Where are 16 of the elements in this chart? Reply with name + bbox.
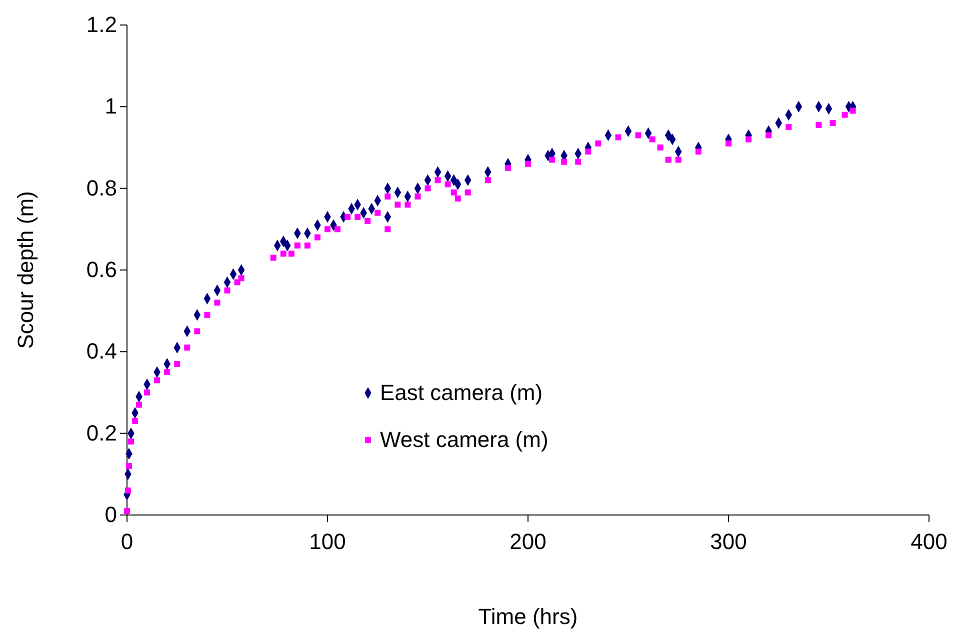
y-tick-label: 0 [104,502,117,528]
legend-label: West camera (m) [380,427,548,452]
y-tick-label: 0.8 [86,175,117,200]
y-tick-label: 1 [104,94,117,119]
y-tick-label: 0.2 [86,420,117,446]
x-tick-label: 400 [910,529,948,554]
x-tick-label: 100 [309,529,346,554]
y-tick-label: 0.6 [86,257,117,282]
x-tick-label: 300 [710,529,747,554]
y-axis-title: Scour depth (m) [13,191,38,349]
x-tick-label: 0 [120,529,134,554]
y-tick-label: 0.4 [86,338,117,364]
y-tick-label: 1.2 [86,12,117,38]
x-axis-title: Time (hrs) [478,604,578,629]
legend-label: East camera (m) [380,380,543,405]
x-tick-label: 200 [510,529,546,554]
